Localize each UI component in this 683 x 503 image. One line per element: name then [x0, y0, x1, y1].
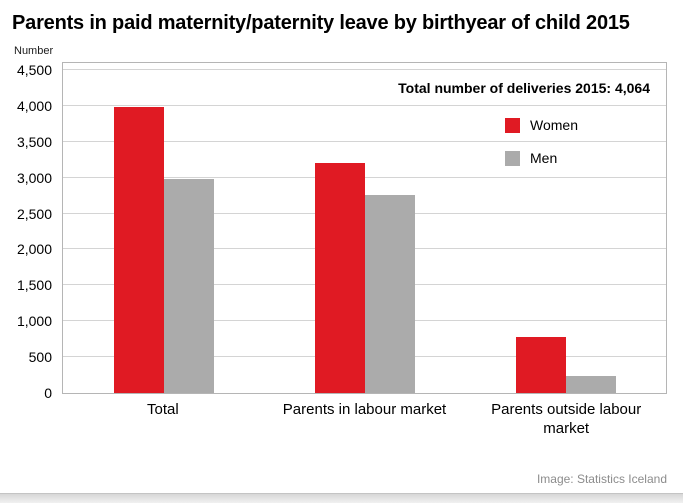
legend-item-men: Men — [505, 150, 578, 166]
bar-women — [113, 107, 164, 393]
bar-women — [515, 337, 566, 393]
gridline — [63, 69, 666, 70]
bottom-strip — [0, 493, 683, 503]
legend: Women Men — [505, 117, 578, 166]
x-axis-category-label: Parents outside labour market — [491, 401, 642, 437]
y-tick-label: 500 — [28, 349, 52, 366]
y-axis-unit-label: Number — [14, 45, 54, 57]
x-axis-labels: Total Parents in labour market Parents out… — [62, 401, 667, 439]
legend-label: Men — [530, 150, 558, 166]
bar-group — [465, 63, 666, 393]
y-tick-label: 3,500 — [16, 133, 52, 150]
y-tick-label: 1,000 — [16, 313, 52, 330]
y-tick-label: 0 — [44, 385, 52, 401]
legend-swatch-men — [505, 150, 521, 166]
legend-swatch-women — [505, 117, 521, 133]
chart-title: Parents in paid maternity/paternity leav… — [12, 12, 630, 34]
y-tick-label: 4,500 — [16, 62, 52, 78]
legend-label: Women — [530, 117, 578, 133]
y-axis-ticks: 0 500 1,000 1,500 2,000 2,500 3,000 3,500 4,000 4… — [12, 62, 62, 401]
legend-item-women: Women — [505, 117, 578, 133]
x-axis-category-label: Parents in labour market — [282, 401, 447, 418]
bar-group — [63, 63, 264, 393]
image-credit: Image: Statistics Iceland — [536, 472, 667, 486]
bar-women — [314, 163, 365, 393]
x-axis-category-label: Total — [146, 401, 179, 418]
gridline — [63, 140, 666, 142]
bar-men — [163, 179, 214, 393]
y-tick-label: 2,000 — [16, 241, 52, 258]
bar-men — [364, 194, 415, 393]
gridline — [63, 104, 666, 106]
y-tick-label: 4,000 — [16, 97, 52, 114]
deliveries-annotation: Total number of deliveries 2015: 4,064 — [398, 80, 650, 96]
bar-men — [565, 375, 616, 393]
plot-area: Total number of deliveries 2015: 4,064 W… — [62, 62, 667, 394]
chart-row: 0 500 1,000 1,500 2,000 2,500 3,000 3,500 4,000 4… — [12, 62, 667, 401]
y-tick-label: 2,500 — [16, 205, 52, 222]
bar-group — [264, 63, 465, 393]
y-tick-label: 3,000 — [16, 169, 52, 186]
y-tick-label: 1,500 — [16, 277, 52, 294]
gridline — [63, 176, 666, 178]
